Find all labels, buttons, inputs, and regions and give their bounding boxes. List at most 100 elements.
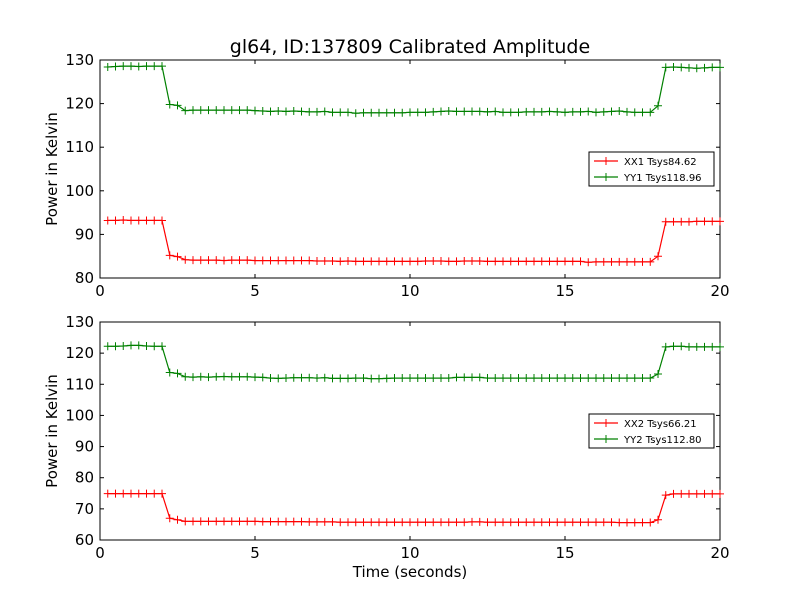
legend-label: XX2 Tsys66.21 bbox=[624, 419, 697, 430]
data-point bbox=[592, 257, 600, 266]
x-tick-label: 20 bbox=[710, 282, 729, 300]
data-point bbox=[413, 518, 422, 527]
data-point bbox=[468, 373, 476, 382]
data-point bbox=[398, 257, 407, 266]
data-point bbox=[444, 107, 453, 116]
data-point bbox=[142, 489, 151, 498]
data-point bbox=[320, 373, 329, 382]
data-point bbox=[375, 257, 383, 266]
data-point bbox=[289, 517, 298, 526]
data-point bbox=[700, 489, 709, 498]
legend-marker bbox=[602, 435, 610, 443]
data-point bbox=[545, 107, 554, 116]
data-point bbox=[553, 107, 562, 116]
data-point bbox=[592, 518, 600, 527]
legend-label: YY2 Tsys112.80 bbox=[623, 435, 702, 446]
data-point bbox=[669, 62, 678, 71]
data-point bbox=[189, 373, 197, 382]
data-point bbox=[561, 518, 569, 527]
data-point bbox=[320, 517, 329, 526]
data-point bbox=[320, 107, 329, 116]
data-point bbox=[607, 257, 616, 266]
x-tick-label: 10 bbox=[400, 282, 419, 300]
legend-marker bbox=[602, 419, 610, 427]
data-point bbox=[305, 256, 314, 265]
data-point bbox=[227, 106, 236, 115]
data-point bbox=[599, 374, 608, 383]
data-point bbox=[274, 107, 283, 116]
data-point bbox=[382, 518, 391, 527]
data-point bbox=[615, 374, 624, 383]
data-point bbox=[134, 62, 143, 71]
data-point bbox=[475, 373, 484, 382]
y-tick-label: 120 bbox=[65, 344, 94, 362]
data-point bbox=[568, 374, 577, 383]
data-point bbox=[282, 517, 290, 526]
data-point bbox=[437, 374, 445, 383]
data-point bbox=[305, 517, 314, 526]
legend-entry: YY2 Tsys112.80 bbox=[594, 435, 702, 446]
data-point bbox=[390, 518, 399, 527]
data-point bbox=[359, 374, 368, 383]
series-xx2 bbox=[103, 489, 724, 527]
data-point bbox=[150, 216, 159, 225]
data-point bbox=[561, 108, 569, 117]
data-point bbox=[460, 256, 469, 265]
data-point bbox=[313, 374, 321, 383]
data-point bbox=[165, 251, 174, 260]
data-point bbox=[452, 518, 461, 527]
data-point bbox=[258, 256, 267, 265]
data-point bbox=[220, 106, 228, 115]
data-point bbox=[196, 106, 205, 115]
legend-entry: XX1 Tsys84.62 bbox=[594, 157, 697, 168]
data-point bbox=[623, 257, 631, 266]
data-point bbox=[700, 217, 709, 226]
data-point bbox=[313, 517, 321, 526]
data-point bbox=[669, 342, 678, 351]
data-point bbox=[568, 518, 577, 527]
data-point bbox=[251, 106, 259, 115]
data-point bbox=[235, 372, 244, 381]
legend-box bbox=[588, 151, 715, 187]
data-point bbox=[406, 108, 414, 117]
data-point bbox=[313, 107, 321, 116]
data-point bbox=[444, 374, 453, 383]
data-point bbox=[708, 489, 717, 498]
data-point bbox=[630, 108, 639, 117]
data-point bbox=[452, 107, 461, 116]
data-point bbox=[390, 374, 399, 383]
data-point bbox=[111, 342, 120, 351]
data-point bbox=[274, 374, 283, 383]
data-point bbox=[382, 257, 391, 266]
data-point bbox=[685, 63, 693, 72]
data-point bbox=[638, 518, 647, 527]
data-point bbox=[227, 256, 236, 265]
data-point bbox=[475, 517, 484, 526]
data-point bbox=[251, 256, 259, 265]
x-tick-label: 15 bbox=[555, 544, 574, 562]
legend-entry: YY1 Tsys118.96 bbox=[594, 173, 702, 184]
data-point bbox=[468, 107, 476, 116]
data-point bbox=[599, 107, 608, 116]
data-point bbox=[460, 518, 469, 527]
data-point bbox=[390, 257, 399, 266]
data-point bbox=[506, 374, 515, 383]
data-point bbox=[584, 518, 593, 527]
data-point bbox=[134, 216, 143, 225]
data-point bbox=[119, 489, 128, 498]
y-tick-label: 110 bbox=[65, 375, 94, 393]
data-point bbox=[413, 108, 422, 117]
data-point bbox=[561, 374, 569, 383]
data-point bbox=[522, 107, 531, 116]
y-tick-label: 120 bbox=[65, 95, 94, 113]
data-point bbox=[708, 217, 717, 226]
data-point bbox=[235, 106, 244, 115]
data-point bbox=[258, 107, 267, 116]
data-point bbox=[576, 107, 585, 116]
data-point bbox=[685, 342, 693, 351]
data-point bbox=[475, 107, 484, 116]
data-point bbox=[297, 256, 306, 265]
data-point bbox=[599, 257, 608, 266]
x-tick-label: 5 bbox=[250, 544, 260, 562]
